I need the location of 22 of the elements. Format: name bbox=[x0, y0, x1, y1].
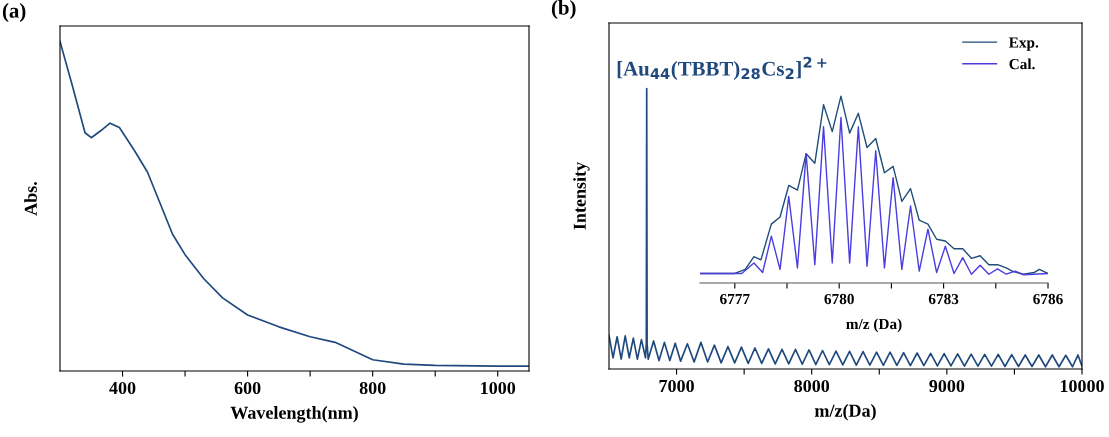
y-axis-title: Intensity bbox=[573, 162, 590, 230]
x-tick-label: 7000 bbox=[659, 379, 694, 393]
chart-title: (b) bbox=[551, 0, 576, 19]
x-tick-label: 6786 bbox=[1033, 293, 1063, 305]
y-axis-title: Abs. bbox=[24, 181, 37, 216]
annotation: [Au$_{44}$(TBBT)$_{28}$Cs$_{2}$]$^{2+}$ bbox=[617, 56, 827, 80]
x-tick-label: 400 bbox=[109, 381, 136, 395]
chart-title: (a) bbox=[2, 3, 26, 22]
x-tick-label: 10000 bbox=[1060, 379, 1104, 393]
x-tick-label: 600 bbox=[234, 381, 261, 395]
x-axis-title: m/z (Da) bbox=[846, 318, 902, 333]
x-axis-title: Wavelength(nm) bbox=[230, 406, 358, 423]
x-tick-label: 8000 bbox=[794, 379, 830, 393]
x-axis-title: m/z(Da) bbox=[814, 404, 876, 421]
x-tick-label: 6783 bbox=[928, 293, 959, 305]
x-tick-label: 9000 bbox=[929, 379, 965, 393]
x-tick-label: 6780 bbox=[824, 293, 854, 305]
x-tick-label: 6777 bbox=[720, 293, 750, 305]
x-tick-label: 800 bbox=[359, 381, 386, 395]
x-tick-label: 1000 bbox=[481, 381, 516, 395]
legend-label: Cal. bbox=[1009, 58, 1035, 70]
legend-label: Exp. bbox=[1008, 37, 1039, 51]
